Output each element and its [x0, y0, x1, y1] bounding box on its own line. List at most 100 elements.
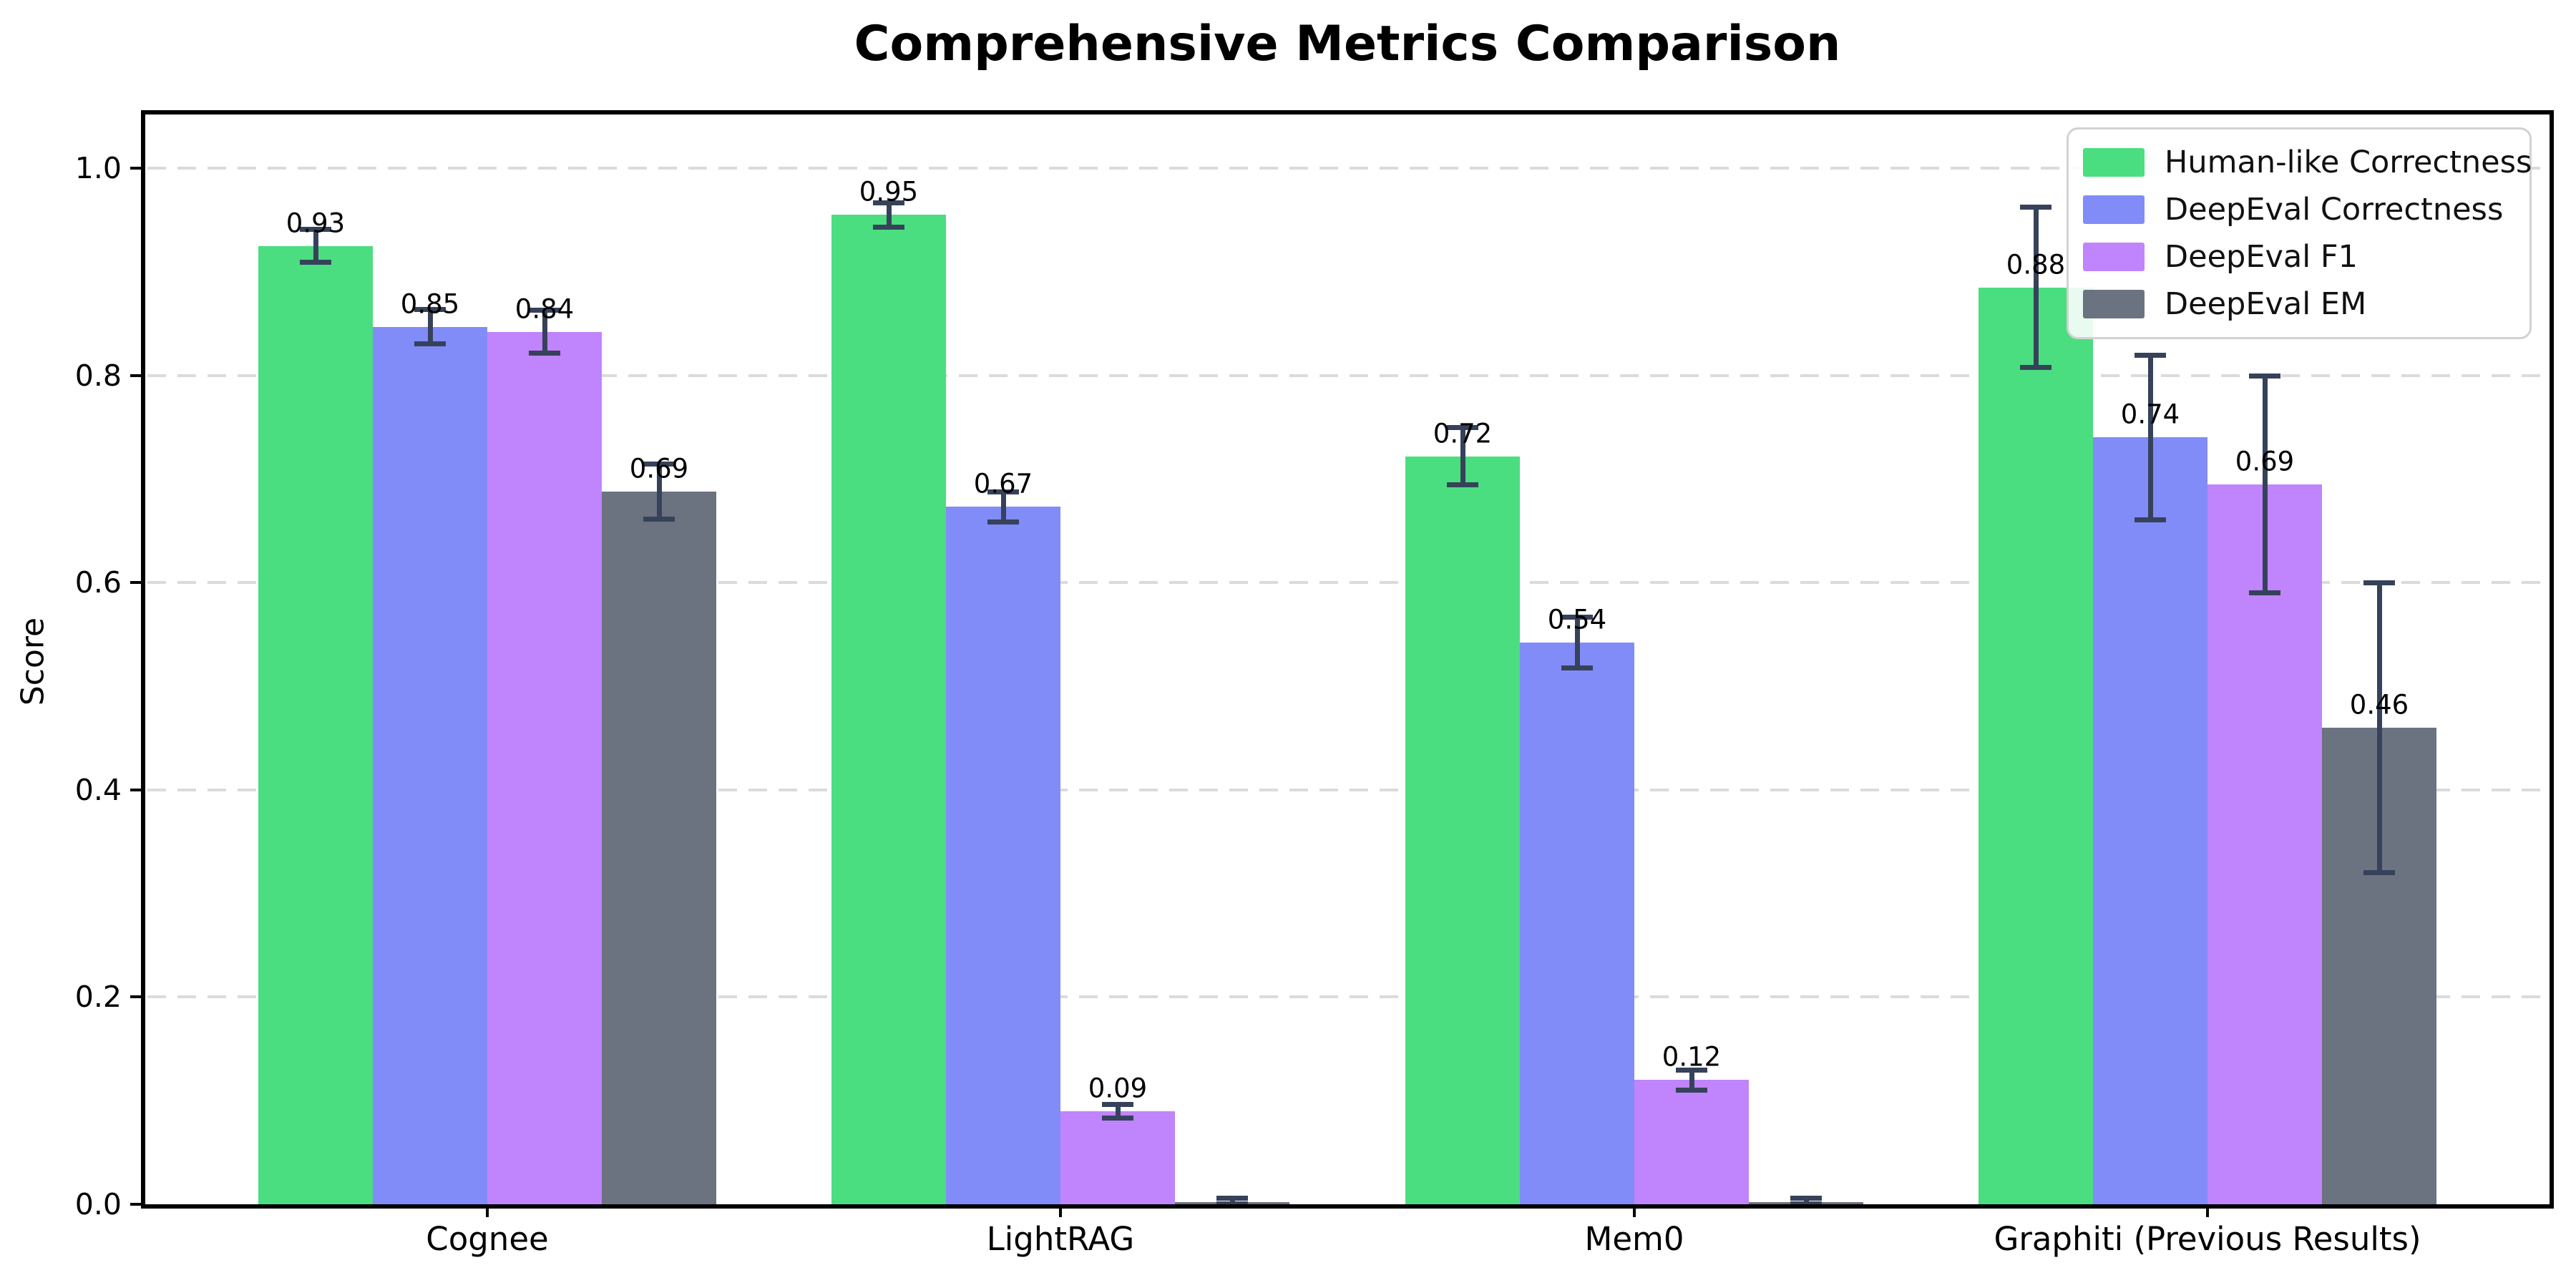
bar-0-1: [373, 327, 487, 1204]
y-tick-label: 0.4: [74, 773, 122, 807]
error-bar: [1460, 427, 1465, 485]
x-tick-label: LightRAG: [986, 1220, 1135, 1258]
error-bar: [1575, 617, 1580, 668]
error-bar: [1116, 1104, 1121, 1118]
y-tick: [130, 374, 143, 377]
error-bar-cap: [1216, 1201, 1248, 1206]
bar-0-0: [258, 246, 373, 1204]
x-tick-label: Graphiti (Previous Results): [1994, 1220, 2421, 1258]
legend-item: DeepEval Correctness: [2083, 186, 2515, 233]
error-bar-cap: [414, 307, 446, 312]
error-bar-cap: [529, 351, 560, 356]
legend-label: DeepEval F1: [2165, 239, 2358, 275]
error-bar: [2263, 376, 2268, 593]
bar-value-label: 0.69: [2235, 446, 2295, 477]
x-tick: [1633, 1204, 1636, 1217]
bar-1-2: [1060, 1111, 1175, 1204]
error-bar: [1804, 1198, 1809, 1204]
gridline: [147, 995, 2547, 998]
y-tick: [130, 995, 143, 998]
legend-item: DeepEval F1: [2083, 233, 2515, 280]
bar-value-label: 0.95: [859, 176, 919, 208]
error-bar-cap: [2249, 590, 2280, 595]
x-tick-label: Mem0: [1584, 1220, 1684, 1258]
legend-item: DeepEval EM: [2083, 280, 2515, 328]
y-tick: [130, 167, 143, 170]
error-bar-cap: [414, 341, 446, 346]
error-bar-cap: [1676, 1068, 1707, 1073]
error-bar-cap: [1447, 425, 1478, 430]
x-tick: [2206, 1204, 2209, 1217]
y-tick: [130, 789, 143, 791]
y-tick-label: 0.6: [74, 565, 122, 600]
legend-item: Human-like Correctness: [2083, 139, 2532, 186]
error-bar: [2148, 355, 2153, 520]
x-tick-label: Cognee: [426, 1220, 549, 1258]
bar-2-2: [1634, 1080, 1749, 1204]
legend-label: DeepEval Correctness: [2165, 192, 2504, 228]
error-bar: [428, 309, 433, 344]
bar-0-3: [602, 492, 716, 1204]
error-bar-cap: [529, 308, 560, 313]
bar-value-label: 0.09: [1088, 1073, 1148, 1104]
error-bar-cap: [873, 200, 904, 205]
error-bar-cap: [1790, 1196, 1822, 1201]
bar-value-label: 0.46: [2349, 689, 2409, 721]
error-bar-cap: [2020, 365, 2051, 370]
legend-label: DeepEval EM: [2165, 286, 2367, 322]
error-bar-cap: [2363, 870, 2395, 875]
bar-3-2: [2207, 484, 2322, 1204]
error-bar: [2377, 582, 2382, 873]
error-bar: [1230, 1198, 1235, 1204]
error-bar: [1689, 1070, 1694, 1091]
y-tick-label: 1.0: [74, 151, 122, 185]
error-bar: [542, 310, 547, 353]
error-bar-cap: [2363, 580, 2395, 585]
legend-swatch: [2083, 243, 2145, 271]
y-axis-label: Score: [14, 617, 52, 706]
error-bar: [2034, 207, 2039, 368]
y-tick: [130, 1203, 143, 1206]
error-bar: [1001, 492, 1006, 522]
error-bar-cap: [1561, 615, 1593, 620]
error-bar-cap: [300, 227, 331, 232]
gridline: [147, 374, 2547, 377]
gridline: [147, 581, 2547, 584]
bar-2-0: [1405, 457, 1520, 1204]
bar-value-label: 0.69: [629, 453, 689, 484]
error-bar-cap: [987, 519, 1019, 525]
bar-1-1: [946, 507, 1060, 1204]
bar-value-label: 0.67: [973, 468, 1033, 499]
error-bar-cap: [1216, 1196, 1248, 1201]
error-bar-cap: [1102, 1102, 1133, 1107]
error-bar: [657, 464, 662, 519]
y-tick: [130, 581, 143, 584]
error-bar-cap: [1676, 1088, 1707, 1093]
error-bar-cap: [987, 489, 1019, 494]
y-tick-label: 0.2: [74, 980, 122, 1014]
x-tick: [486, 1204, 489, 1217]
error-bar-cap: [643, 517, 675, 522]
bar-value-label: 0.93: [286, 208, 346, 239]
bar-value-label: 0.84: [514, 293, 575, 325]
error-bar-cap: [2020, 205, 2051, 210]
bar-value-label: 0.85: [400, 288, 460, 320]
chart-title: Comprehensive Metrics Comparison: [854, 16, 1841, 72]
error-bar-cap: [1561, 665, 1593, 670]
bar-0-2: [487, 332, 602, 1204]
x-tick: [1059, 1204, 1062, 1217]
error-bar-cap: [2249, 374, 2280, 379]
legend: Human-like Correctness DeepEval Correctne…: [2067, 127, 2532, 339]
bar-value-label: 0.72: [1433, 418, 1493, 449]
legend-swatch: [2083, 148, 2145, 177]
error-bar: [313, 229, 318, 263]
y-tick-label: 0.0: [74, 1187, 122, 1221]
error-bar: [887, 203, 892, 228]
bar-value-label: 0.54: [1547, 604, 1607, 635]
error-bar-cap: [300, 260, 331, 265]
y-tick-label: 0.8: [74, 358, 122, 393]
error-bar-cap: [1447, 482, 1478, 487]
error-bar-cap: [2135, 517, 2166, 522]
error-bar-cap: [1790, 1201, 1822, 1206]
bar-value-label: 0.74: [2120, 399, 2180, 430]
